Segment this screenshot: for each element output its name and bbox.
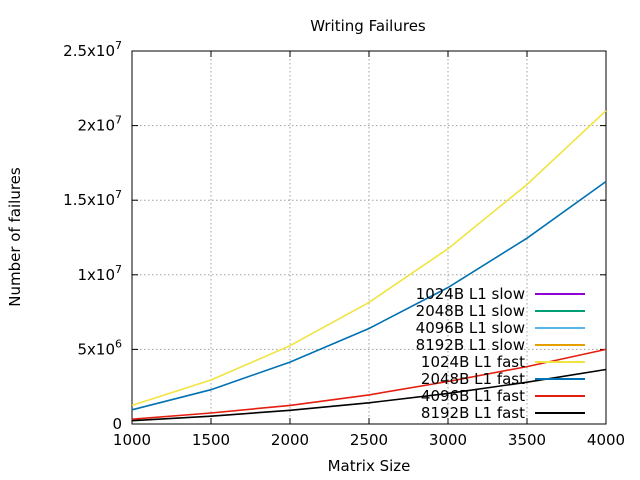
x-tick-label: 2500 xyxy=(350,431,388,449)
legend-label: 1024B L1 fast xyxy=(421,353,525,371)
y-tick-label: 1.5x107 xyxy=(63,188,122,209)
legend-label: 4096B L1 slow xyxy=(416,319,525,337)
legend-label: 1024B L1 slow xyxy=(416,285,525,303)
y-axis-ticks: 0 5x106 1x107 1.5x107 2x107 2.5x107 xyxy=(63,39,606,433)
series-line-1024b-l1-fast xyxy=(131,110,607,407)
series-line-4096b-l1-fast xyxy=(131,348,607,420)
legend-label: 4096B L1 fast xyxy=(421,387,525,405)
grid-lines xyxy=(132,51,606,424)
y-tick-label: 5x106 xyxy=(77,337,122,358)
legend-label: 8192B L1 fast xyxy=(421,404,525,422)
x-tick-label: 3500 xyxy=(508,431,546,449)
x-tick-label: 3000 xyxy=(429,431,467,449)
y-tick-label: 2.5x107 xyxy=(63,39,122,60)
x-tick-label: 1500 xyxy=(192,431,230,449)
y-tick-label: 0 xyxy=(112,415,122,433)
x-tick-label: 2000 xyxy=(271,431,309,449)
series-line-2048b-l1-fast xyxy=(131,180,607,411)
series-line-8192b-l1-fast xyxy=(131,368,607,422)
x-tick-label: 4000 xyxy=(587,431,625,449)
series-lines xyxy=(131,110,607,422)
x-tick-label: 1000 xyxy=(113,431,151,449)
chart-title: Writing Failures xyxy=(310,17,426,35)
legend-label: 2048B L1 slow xyxy=(416,302,525,320)
y-tick-label: 1x107 xyxy=(77,263,122,284)
legend-label: 8192B L1 slow xyxy=(416,336,525,354)
y-tick-label: 2x107 xyxy=(77,114,122,135)
legend-label: 2048B L1 fast xyxy=(421,370,525,388)
x-axis-label: Matrix Size xyxy=(328,457,411,475)
x-axis-ticks: 1000 1500 2000 2500 3000 3500 4000 xyxy=(113,51,625,449)
y-axis-label: Number of failures xyxy=(6,167,24,307)
